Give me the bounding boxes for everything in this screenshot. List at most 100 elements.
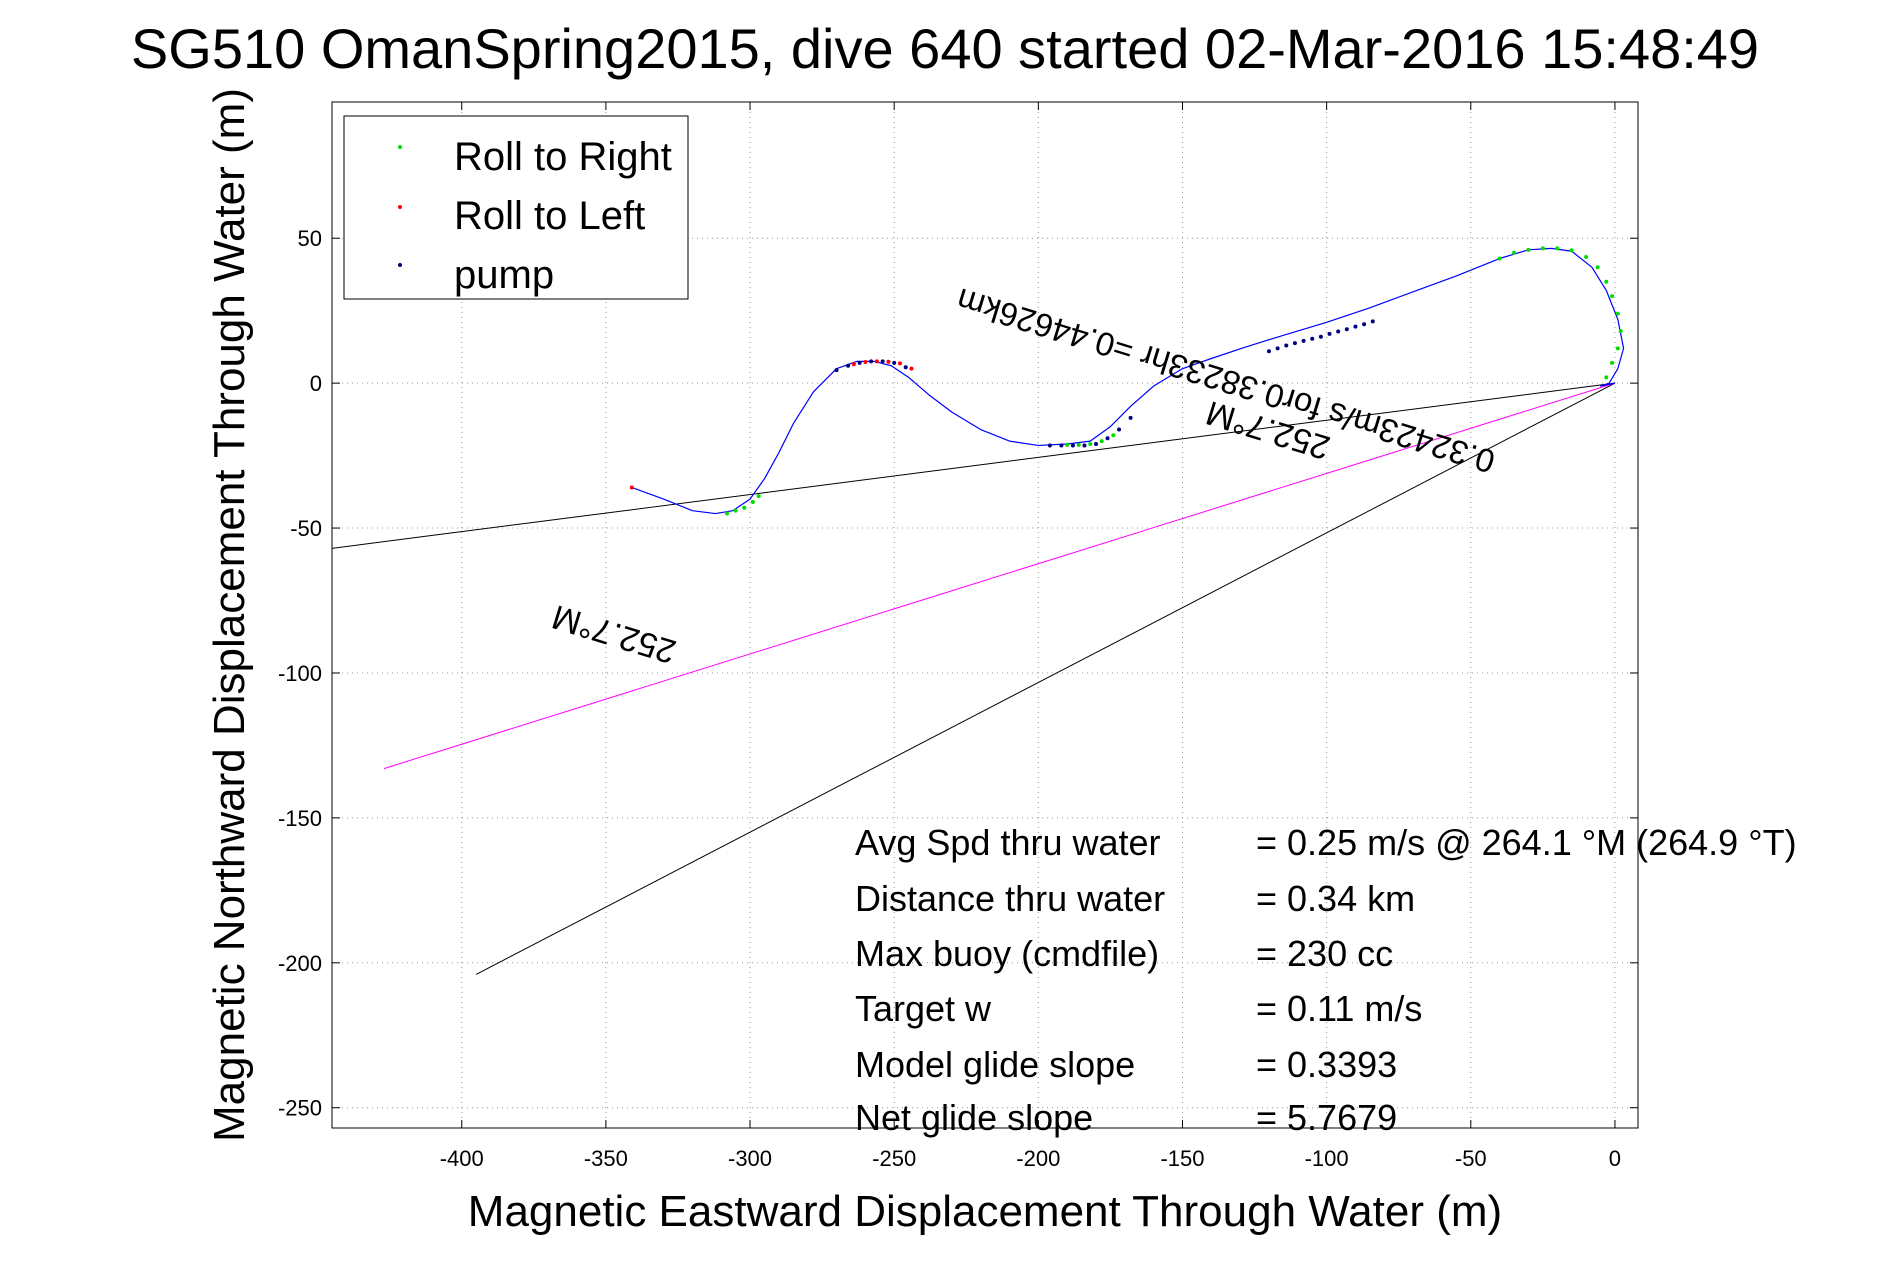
marker-roll-to-right bbox=[750, 499, 755, 504]
reference-line bbox=[383, 382, 1616, 770]
x-tick-label: -200 bbox=[1016, 1146, 1060, 1171]
marker-roll-to-right bbox=[1526, 247, 1531, 252]
marker-pump bbox=[1370, 319, 1375, 324]
marker-roll-to-left bbox=[897, 361, 902, 366]
x-tick-label: -100 bbox=[1305, 1146, 1349, 1171]
marker-pump bbox=[1093, 442, 1098, 446]
y-axis-label: Magnetic Northward Displacement Through … bbox=[205, 88, 254, 1142]
marker-pump bbox=[846, 363, 851, 368]
reference-line bbox=[475, 382, 1616, 975]
marker-roll-to-left bbox=[629, 485, 634, 490]
stat-label-model-glide: Model glide slope bbox=[855, 1044, 1135, 1085]
marker-roll-to-right bbox=[724, 511, 729, 516]
x-tick-label: -150 bbox=[1160, 1146, 1204, 1171]
chart-title: SG510 OmanSpring2015, dive 640 started 0… bbox=[131, 17, 1759, 80]
marker-pump bbox=[1082, 443, 1087, 448]
marker-pump bbox=[1059, 443, 1064, 448]
marker-roll-to-left bbox=[874, 359, 879, 364]
stat-label-distance: Distance thru water bbox=[855, 878, 1165, 919]
stat-label-net-glide: Net glide slope bbox=[855, 1097, 1093, 1138]
marker-roll-to-left bbox=[909, 366, 914, 371]
marker-roll-to-right bbox=[1604, 375, 1609, 380]
legend-marker-roll-left bbox=[398, 205, 402, 209]
marker-pump bbox=[1292, 341, 1297, 346]
x-tick-label: 0 bbox=[1609, 1146, 1621, 1171]
y-tick-label: -250 bbox=[278, 1096, 322, 1121]
x-axis-ticks: -400 -350 -300 -250 -200 -150 -100 -50 0 bbox=[440, 102, 1621, 1171]
y-axis-ticks: -250 -200 -150 -100 -50 0 50 bbox=[278, 226, 1638, 1121]
marker-roll-to-right bbox=[1076, 442, 1081, 447]
marker-roll-to-right bbox=[1610, 294, 1615, 299]
x-tick-label: -300 bbox=[728, 1146, 772, 1171]
legend-label-roll-right: Roll to Right bbox=[454, 135, 672, 179]
marker-pump bbox=[1117, 427, 1122, 432]
marker-pump bbox=[1353, 324, 1358, 329]
stat-value-net-glide: = 5.7679 bbox=[1256, 1097, 1397, 1138]
x-axis-label: Magnetic Eastward Displacement Through W… bbox=[468, 1187, 1502, 1236]
y-tick-label: -150 bbox=[278, 806, 322, 831]
marker-pump bbox=[857, 360, 862, 365]
marker-roll-to-right bbox=[1604, 279, 1609, 284]
y-tick-label: -50 bbox=[290, 516, 322, 541]
marker-roll-to-right bbox=[1497, 256, 1502, 261]
marker-roll-to-left bbox=[886, 359, 891, 364]
marker-pump bbox=[1301, 338, 1306, 343]
stat-label-target-w: Target w bbox=[855, 988, 992, 1029]
marker-roll-to-left bbox=[863, 359, 868, 364]
marker-pump bbox=[903, 365, 908, 370]
marker-roll-to-right bbox=[1088, 442, 1093, 446]
x-tick-label: -350 bbox=[584, 1146, 628, 1171]
legend-marker-pump bbox=[398, 263, 402, 267]
marker-roll-to-right bbox=[742, 505, 747, 510]
stats-block: Avg Spd thru water = 0.25 m/s @ 264.1 °M… bbox=[855, 822, 1797, 1138]
legend-label-roll-left: Roll to Left bbox=[454, 194, 645, 238]
marker-pump bbox=[869, 359, 874, 364]
track-line bbox=[631, 247, 1625, 515]
marker-roll-to-right bbox=[1610, 360, 1615, 365]
marker-roll-to-right bbox=[1555, 246, 1560, 251]
x-tick-label: -50 bbox=[1455, 1146, 1487, 1171]
stat-value-avg-speed: = 0.25 m/s @ 264.1 °M (264.9 °T) bbox=[1256, 822, 1797, 863]
stat-label-max-buoy: Max buoy (cmdfile) bbox=[855, 933, 1159, 974]
marker-pump bbox=[1105, 436, 1110, 441]
marker-roll-to-right bbox=[1584, 255, 1589, 260]
marker-pump bbox=[1318, 334, 1323, 339]
marker-pump bbox=[1275, 346, 1280, 351]
legend-label-pump: pump bbox=[454, 253, 554, 297]
marker-roll-to-right bbox=[1615, 346, 1620, 351]
stat-value-target-w: = 0.11 m/s bbox=[1256, 988, 1422, 1029]
marker-pump bbox=[1327, 331, 1332, 336]
reference-line bbox=[332, 382, 1615, 549]
marker-roll-to-right bbox=[1618, 328, 1623, 333]
marker-pump bbox=[1336, 329, 1341, 334]
marker-pump bbox=[880, 359, 885, 364]
y-tick-label: -100 bbox=[278, 661, 322, 686]
stat-value-max-buoy: = 230 cc bbox=[1256, 933, 1393, 974]
marker-roll-to-right bbox=[1569, 248, 1574, 253]
x-tick-label: -250 bbox=[872, 1146, 916, 1171]
reference-lines bbox=[332, 382, 1616, 975]
marker-roll-to-right bbox=[1615, 311, 1620, 316]
marker-pump bbox=[1070, 443, 1075, 448]
marker-pump bbox=[1310, 336, 1315, 341]
marker-roll-to-right bbox=[1540, 246, 1545, 251]
marker-roll-to-right bbox=[1512, 250, 1517, 255]
stat-label-avg-speed: Avg Spd thru water bbox=[855, 822, 1161, 863]
marker-pump bbox=[1284, 343, 1289, 348]
legend-marker-roll-right bbox=[398, 145, 402, 149]
marker-pump bbox=[1362, 322, 1367, 327]
data-markers bbox=[629, 246, 1623, 516]
marker-pump bbox=[1344, 327, 1349, 332]
marker-roll-to-right bbox=[1595, 265, 1600, 270]
marker-roll-to-right bbox=[1111, 433, 1116, 438]
marker-roll-to-right bbox=[1065, 442, 1070, 447]
stat-value-distance: = 0.34 km bbox=[1256, 878, 1415, 919]
marker-roll-to-left bbox=[851, 362, 856, 367]
x-tick-label: -400 bbox=[440, 1146, 484, 1171]
marker-pump bbox=[834, 368, 839, 373]
y-tick-label: 0 bbox=[310, 371, 322, 396]
dive-track bbox=[631, 247, 1625, 515]
stat-value-model-glide: = 0.3393 bbox=[1256, 1044, 1397, 1085]
plot-frame bbox=[331, 101, 1639, 1129]
marker-pump bbox=[1266, 349, 1271, 354]
